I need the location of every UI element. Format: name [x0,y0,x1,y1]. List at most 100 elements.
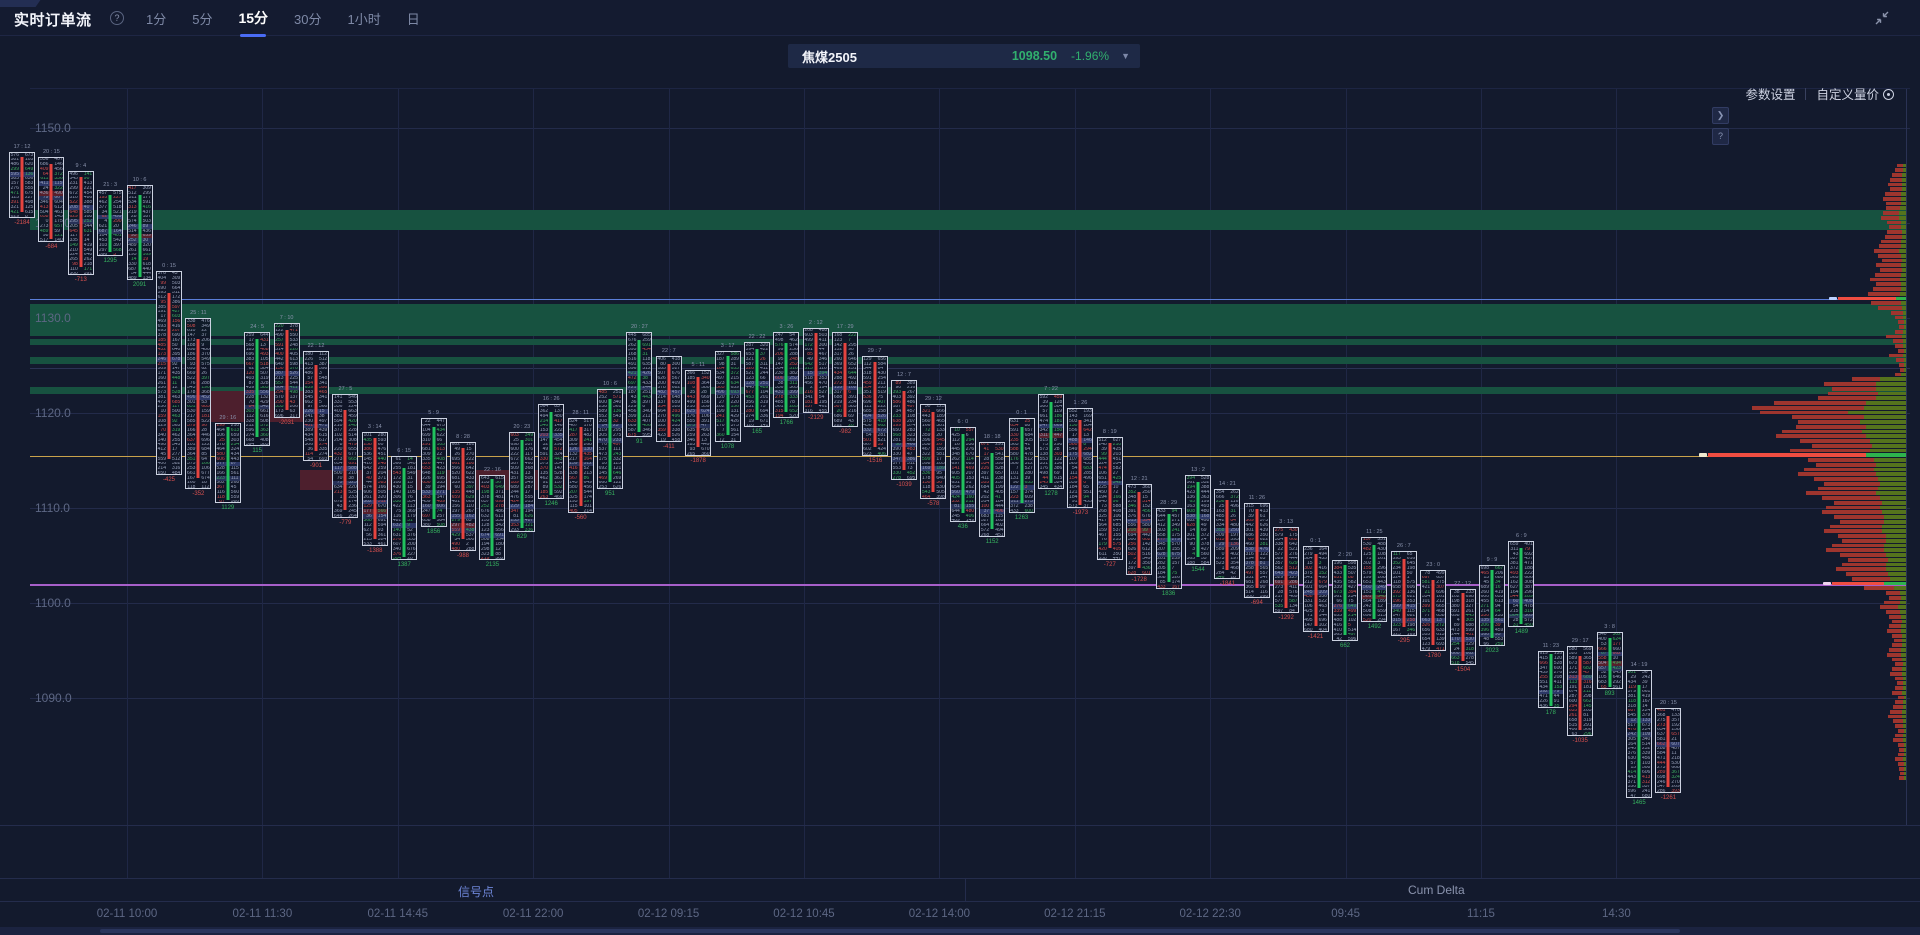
footprint-row: 98 121 [42,233,63,239]
footprint-row: 10 115 [601,461,621,467]
footprint-row: 167 674 [187,475,210,481]
candle-imbalance-count: 2 : 20 [1338,552,1352,559]
candle-body-line [285,329,289,410]
footprint-row: 123 7 [833,338,851,343]
footprint-row: 589 365 [1568,656,1592,661]
footprint-row: 261 11 [157,380,178,386]
footprint-candle: 524 517 467 178 417 317 287 482 309 241 589 268 126 1… [567,417,594,513]
footprint-row: 676 486 [481,509,504,514]
signal-panel-label[interactable]: 信号点 [458,885,495,899]
footprint-row: 675 595 [628,433,651,438]
footprint-candle: 445 685 676 259 262 691 395 434 168 31 516 118 491 63… [626,332,653,438]
footprint-row: 459 489 [422,499,445,505]
footprint-row: 282 26 [833,423,854,429]
footprint-row: 377 228 [334,428,357,433]
footprint-row: 434 615 [304,433,328,438]
footprint-row: 380 508 [422,523,445,528]
tab-1小时[interactable]: 1小时 [347,11,381,27]
volume-profile-row [1890,709,1906,714]
volume-profile-row [1880,605,1906,610]
footprint-row: 553 122 [1039,456,1063,462]
footprint-row: 337 659 [657,399,681,405]
footprint-row: 164 514 [1627,741,1651,747]
footprint-row: 213 525 [334,490,357,495]
footprint-row: 639 398 [304,385,328,391]
custom-volume-button[interactable]: 自定义量价 [1816,84,1894,103]
footprint-row: 596 312 [628,366,651,372]
footprint-row: 132 435 [569,452,592,457]
footprint-row: 576 673 [10,152,34,158]
help-icon[interactable]: ? [110,11,124,25]
footprint-row: 164 653 [716,366,739,372]
footprint-row: 634 220 [334,485,357,490]
scrollbar-thumb[interactable] [100,929,1680,933]
footprint-row: 199 574 [892,423,916,429]
footprint-row: 603 503 [804,333,828,338]
tab-5分[interactable]: 5分 [192,11,213,27]
expand-panel-button[interactable]: ❯ [1712,107,1729,124]
volume-profile-row [1895,329,1906,334]
footprint-row: 118 530 [922,485,945,490]
candle-imbalance-count: 7 : 10 [279,314,294,321]
footprint-row: 50 123 [924,404,945,410]
volume-profile-row [1852,377,1906,382]
footprint-row: 415 120 [1539,656,1563,661]
footprint-row: 238 361 [598,404,622,410]
chevron-down-icon: ▼ [1121,51,1130,61]
settings-button[interactable]: 参数设置 [1745,88,1796,102]
footprint-row: 412 349 [1157,523,1180,528]
footprint-row: 246 270 [1657,779,1680,785]
footprint-row: 115 227 [11,195,34,201]
footprint-row: 135 448 [451,490,475,495]
footprint-row: 191 427 [157,309,181,315]
footprint-row: 352 211 [951,499,974,505]
footprint-row: 658 606 [1392,585,1416,590]
footprint-row: 265 360 [686,452,710,457]
panel-help-button[interactable]: ? [1712,128,1729,145]
footprint-row: 674 211 [1568,689,1592,695]
footprint-row: 10 500 [160,409,181,414]
footprint-row: 70 497 [601,442,622,448]
footprint-row: 630 456 [1627,756,1651,761]
volume-profile-row [1875,272,1906,277]
footprint-row: 325 174 [569,494,592,500]
bottom-scrollbar[interactable] [0,927,1920,935]
footprint-row: 495 696 [1304,618,1327,623]
footprint-row: 611 336 [40,176,63,182]
footprint-row: 611 350 [1098,551,1122,557]
tab-15分[interactable]: 15分 [238,0,268,37]
y-axis-label: 1150.0 [35,121,71,135]
footprint-row: 569 573 [1245,518,1269,524]
volume-profile-row [1892,667,1906,671]
footprint-row: 650 283 [892,428,916,433]
footprint-row: 391 456 [1127,509,1151,514]
cumdelta-panel-label[interactable]: Cum Delta [1408,883,1465,897]
tab-1分[interactable]: 1分 [146,11,167,27]
collapse-icon[interactable] [1872,8,1892,28]
footprint-row: 376 339 [1627,751,1651,756]
footprint-row: 48 553 [1483,637,1504,642]
footprint-row: 666 660 [1598,646,1621,652]
footprint-row: 301 439 [1245,528,1269,533]
candle-body-line [755,349,759,420]
footprint-row: 93 575 [189,361,210,367]
footprint-row: 319 295 [598,428,622,433]
instrument-selector[interactable]: 焦煤2505 1098.50 -1.96% ▼ [788,44,1140,68]
footprint-row: 368 691 [363,518,387,524]
footprint-row: 13 680 [1483,575,1504,581]
footprint-row: 97 360 [307,404,328,410]
footprint-row: 514 116 [1245,589,1268,595]
footprint-row: 101 280 [363,433,387,438]
footprint-row: 176 106 [686,414,710,419]
footprint-row: 210 359 [686,404,710,410]
footprint-row: 268 408 [1098,509,1122,514]
footprint-row: 85 174 [1160,580,1180,585]
tab-日[interactable]: 日 [406,11,420,27]
footprint-row: 643 615 [481,475,504,481]
footprint-row: 464 398 [922,494,945,500]
tab-30分[interactable]: 30分 [294,11,322,27]
blue-level-line [30,299,1906,300]
footprint-row: 25 303 [219,437,240,443]
footprint-candle: 496 141 545 90 231 413 299 221 672 454 510 486 522 38… [67,170,94,276]
